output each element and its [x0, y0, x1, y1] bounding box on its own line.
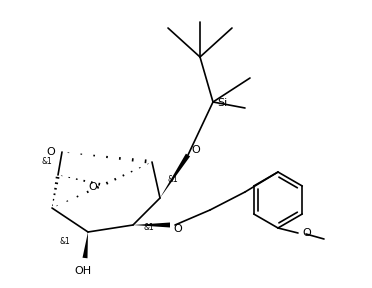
- Text: &1: &1: [59, 238, 70, 247]
- Text: &1: &1: [143, 223, 154, 232]
- Text: O: O: [88, 182, 97, 192]
- Text: OH: OH: [74, 266, 92, 276]
- Text: Si: Si: [217, 98, 227, 108]
- Text: O: O: [46, 147, 55, 157]
- Polygon shape: [133, 223, 170, 228]
- Text: O: O: [191, 145, 200, 155]
- Polygon shape: [83, 232, 88, 258]
- Text: &1: &1: [168, 175, 179, 185]
- Text: O: O: [173, 224, 182, 234]
- Text: &1: &1: [41, 158, 52, 166]
- Polygon shape: [160, 154, 190, 198]
- Text: O: O: [302, 228, 311, 238]
